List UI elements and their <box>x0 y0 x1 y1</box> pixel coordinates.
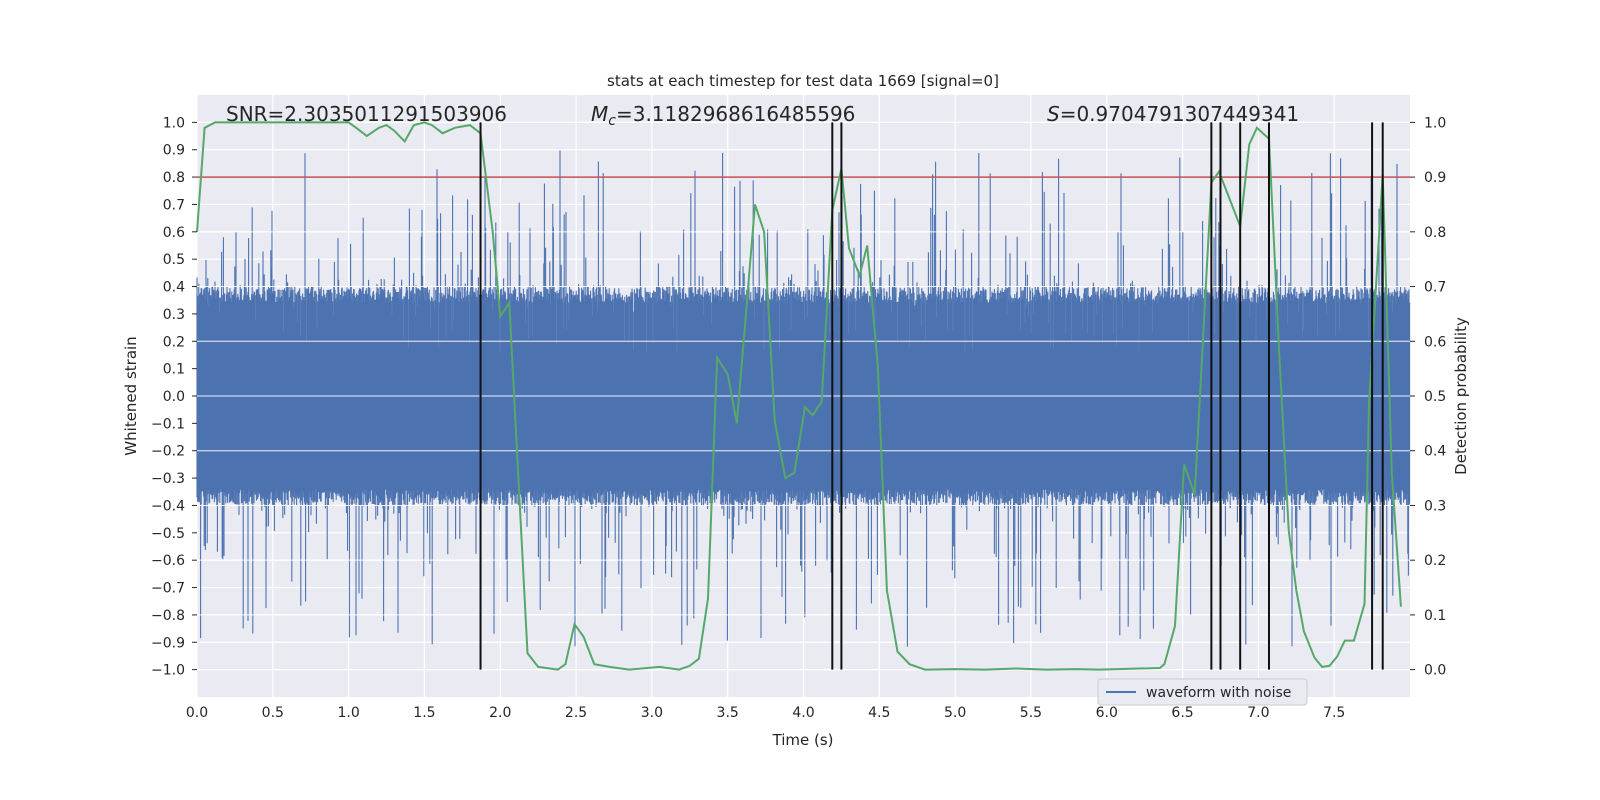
s-value: =0.9704791307449341 <box>1060 102 1299 126</box>
mc-value: =3.1182968616485596 <box>616 102 855 126</box>
y-right-tick-label: 0.3 <box>1424 498 1446 514</box>
legend-box <box>1097 678 1308 706</box>
y-tick-label: −1.0 <box>151 663 185 679</box>
chirp-mass-annotation: Mc=3.1182968616485596 <box>591 102 855 129</box>
y-tick-label: −0.4 <box>151 498 185 514</box>
y-tick-label: 0.3 <box>163 307 185 323</box>
y-tick-label: 0.8 <box>163 170 185 186</box>
x-ticks: 0.0 0.5 1.0 1.5 2.0 2.5 3.0 3.5 4.0 4.5 5.0 5.5 6.0 6… <box>186 705 1345 721</box>
y-tick-label: −0.5 <box>151 526 185 542</box>
y-right-axis-label: Detection probability <box>1452 317 1470 475</box>
waveform-trace <box>196 150 1411 647</box>
y-tick-label: 1.0 <box>163 115 185 131</box>
x-tick-label: 5.0 <box>944 705 966 721</box>
x-tick-label: 6.5 <box>1171 705 1193 721</box>
y-axis-label: Whitened strain <box>122 336 140 455</box>
legend: waveform with noise <box>1097 678 1308 706</box>
x-tick-label: 1.5 <box>413 705 435 721</box>
y-tick-label: −0.9 <box>151 635 185 651</box>
y-tick-label: −0.7 <box>151 581 185 597</box>
x-tick-label: 0.0 <box>186 705 208 721</box>
trigger-lines <box>479 122 1384 670</box>
x-tick-label: 7.5 <box>1323 705 1345 721</box>
y-right-tick-label: 0.7 <box>1424 280 1446 296</box>
y-tick-label: −0.8 <box>151 608 185 624</box>
x-tick-label: 4.0 <box>792 705 814 721</box>
legend-label: waveform with noise <box>1146 685 1291 701</box>
x-tick-label: 5.5 <box>1020 705 1042 721</box>
y-right-tick-label: 0.6 <box>1424 334 1446 350</box>
y-tick-label: 0.6 <box>163 225 185 241</box>
y-tick-label: −0.6 <box>151 553 185 569</box>
x-tick-label: 2.5 <box>565 705 587 721</box>
x-tick-label: 1.0 <box>337 705 359 721</box>
y-right-tick-label: 0.8 <box>1424 225 1446 241</box>
y-tick-label: −0.3 <box>151 471 185 487</box>
x-tick-label: 6.0 <box>1096 705 1118 721</box>
y-right-tick-label: 0.4 <box>1424 444 1446 460</box>
y-tick-label: 0.7 <box>163 197 185 213</box>
y-tick-label: 0.2 <box>163 334 185 350</box>
s-symbol: S <box>1047 102 1060 126</box>
x-tick-label: 2.0 <box>489 705 511 721</box>
y-right-tick-label: 0.9 <box>1424 170 1446 186</box>
y-tick-label: 0.1 <box>163 362 185 378</box>
y-tick-label: −0.2 <box>151 444 185 460</box>
y-right-tick-label: 0.1 <box>1424 608 1446 624</box>
y-tick-label: 0.9 <box>163 143 185 159</box>
y-right-tick-label: 0.2 <box>1424 553 1446 569</box>
detection-probability-line <box>196 121 1402 671</box>
x-tick-label: 3.0 <box>641 705 663 721</box>
y-ticks: 1.0 0.9 0.8 0.7 0.6 0.5 0.4 0.3 0.2 0.1 0.0 −0.1 −0.… <box>151 115 197 679</box>
chart-title: stats at each timestep for test data 166… <box>607 72 999 90</box>
y-right-tick-label: 0.5 <box>1424 389 1446 405</box>
y-right-tick-label: 0.0 <box>1424 663 1446 679</box>
y-tick-label: −0.1 <box>151 416 185 432</box>
y-tick-label: 0.0 <box>163 389 185 405</box>
waveform-series <box>196 121 1411 671</box>
x-axis-label: Time (s) <box>772 731 834 749</box>
x-tick-label: 7.0 <box>1247 705 1269 721</box>
snr-annotation: SNR=2.3035011291503906 <box>226 102 507 126</box>
x-tick-label: 0.5 <box>262 705 284 721</box>
y-right-ticks: 1.0 0.9 0.8 0.7 0.6 0.5 0.4 0.3 0.2 0.1 0.0 <box>1410 115 1446 679</box>
y-tick-label: 0.4 <box>163 280 185 296</box>
mc-symbol: M <box>591 102 608 126</box>
y-right-tick-label: 1.0 <box>1424 115 1446 131</box>
x-tick-label: 4.5 <box>868 705 890 721</box>
x-tick-label: 3.5 <box>717 705 739 721</box>
mc-subscript: c <box>608 113 616 129</box>
s-annotation: S=0.9704791307449341 <box>1047 102 1299 126</box>
y-tick-label: 0.5 <box>163 252 185 268</box>
